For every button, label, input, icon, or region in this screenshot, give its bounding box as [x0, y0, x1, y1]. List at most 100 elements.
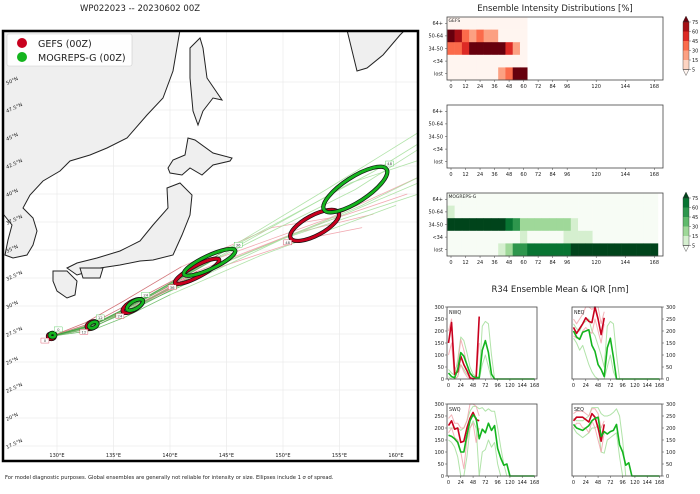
heatmap-cell [628, 230, 637, 244]
heatmap-cell [563, 205, 572, 219]
x-tick-label: 48 [506, 260, 512, 266]
gefs-member-track-core [51, 266, 182, 337]
panel-label: GEFS [449, 18, 461, 24]
y-tick-label: 0 [441, 474, 444, 480]
heatmap-cell [490, 54, 499, 68]
row-label: 64+ [432, 109, 443, 115]
heatmap-cell [643, 243, 651, 257]
gefs-ellipse [173, 257, 221, 286]
row-label: 50-64 [428, 34, 443, 40]
heatmap-cell [512, 218, 521, 232]
heatmap-cell [578, 243, 586, 257]
heatmap-cell [519, 67, 528, 81]
heatmap-cell [512, 205, 521, 219]
heatmap-cell [636, 218, 644, 232]
heatmap-cell [490, 218, 499, 232]
heatmap-cell [599, 243, 608, 257]
x-tick-label: 24 [477, 84, 483, 90]
heatmap-cell [563, 230, 572, 244]
y-tick-label: 150 [666, 438, 676, 444]
y-tick-label: 250 [434, 317, 444, 323]
heatmap-cell [570, 193, 579, 206]
heatmap-cell [592, 230, 601, 244]
x-tick-label: 0 [449, 84, 452, 90]
heatmap-cell [512, 54, 521, 68]
heatmap-cell [512, 193, 521, 206]
heatmap-cell [592, 193, 601, 206]
gefs-ellipse-label-bg [79, 329, 89, 335]
x-tick-label: 144 [620, 84, 630, 90]
heatmap-cell [490, 67, 499, 81]
lon-tick-label: 135°E [106, 453, 121, 459]
x-tick-label: 168 [655, 480, 665, 486]
panel-label: SEQ [574, 407, 584, 413]
heatmap-cell [505, 205, 514, 219]
heatmap-cell [650, 230, 659, 244]
heatmap-cell [461, 243, 470, 257]
heatmap-cell [519, 218, 528, 232]
intensity-panel-gefs: GEFS 64+ 50-64 34-50 <34 lost 0 12 24 36 48 60 72 84 9… [428, 16, 664, 90]
mogreps-ellipse-hour-label: 48 [387, 161, 392, 166]
x-tick-label: 72 [535, 84, 541, 90]
x-tick-label: 72 [607, 383, 613, 389]
heatmap-cell [461, 54, 470, 68]
x-tick-label: 168 [655, 383, 665, 389]
colorbar-tick-label: 75 [692, 20, 698, 26]
colorbar-tick-label: 15 [692, 234, 698, 240]
x-tick-label: 72 [535, 172, 541, 178]
heatmap-cell [476, 17, 484, 30]
lon-tick-label: 140°E [162, 453, 177, 459]
heatmap-cell [505, 230, 514, 244]
x-tick-label: 72 [482, 383, 488, 389]
heatmap-cell [498, 29, 506, 43]
heatmap-cell [570, 218, 579, 232]
heatmap-cell [621, 218, 630, 232]
spread-ellipses [45, 164, 390, 342]
heatmap-cell [505, 17, 514, 30]
land-shikoku [79, 267, 104, 279]
x-tick-label: 0 [447, 383, 450, 389]
x-tick-label: 120 [591, 260, 601, 266]
heatmap-cell [447, 193, 455, 206]
heatmap-cell [483, 205, 492, 219]
row-label: <34 [432, 235, 443, 241]
land-kamchatka [346, 31, 405, 72]
heatmap-cell [570, 205, 579, 219]
heatmap-cell [490, 17, 499, 30]
heatmap-cell [469, 67, 477, 81]
heatmap-cell [454, 29, 463, 43]
heatmap-cell [469, 42, 477, 56]
gefs-ellipse-label-bg [115, 313, 125, 319]
intensity-panel-empty: 64+ 50-64 34-50 <34 lost 0 12 24 36 48 60 72 84 96 120… [428, 104, 664, 178]
y-tick-label: 250 [434, 414, 444, 420]
heatmap-cell [498, 17, 506, 30]
heatmap-cell [549, 243, 557, 257]
gefs-ellipse-label-bg [168, 284, 177, 290]
colorbar-tick-label: 45 [692, 39, 698, 45]
colorbar-tick-label: 5 [692, 243, 695, 249]
panel-label: NWQ [449, 310, 461, 316]
heatmap-cell [527, 218, 535, 232]
heatmap-cell [549, 205, 557, 219]
figure-title: WP022023 -- 20230602 00Z [80, 4, 200, 14]
heatmap-cell [519, 42, 528, 56]
x-tick-label: 96 [564, 260, 570, 266]
heatmap-cell [570, 230, 579, 244]
row-label: 50-64 [428, 210, 443, 216]
heatmap-cell [636, 193, 644, 206]
mogreps-ellipse [48, 331, 57, 339]
x-tick-label: 24 [583, 480, 589, 486]
x-tick-label: 144 [517, 480, 527, 486]
heatmap-cell [585, 205, 593, 219]
heatmap-cell [512, 29, 521, 43]
row-label: <34 [432, 147, 443, 153]
heatmap-cell [650, 193, 659, 206]
y-tick-label: 200 [434, 426, 444, 432]
heatmap-cell [519, 193, 528, 206]
heatmap-cell [512, 17, 521, 30]
heatmap-cell [476, 193, 484, 206]
y-tick-label: 100 [666, 353, 676, 359]
gefs-ellipse-hour-label: 36 [170, 285, 175, 290]
